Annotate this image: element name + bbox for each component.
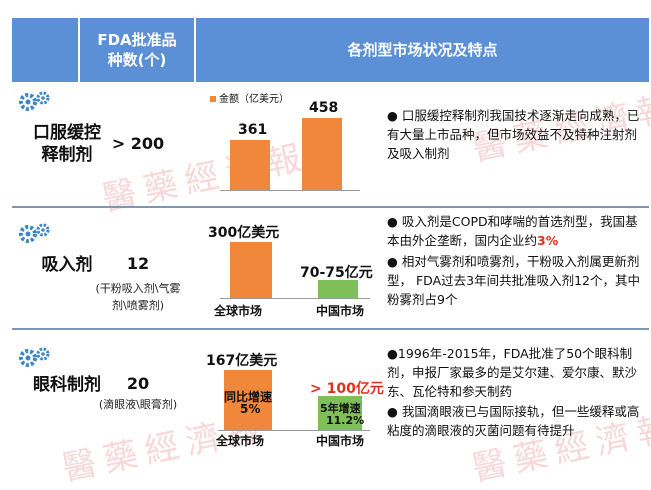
gears-icon [19, 223, 50, 243]
category-title: 吸入剂 [41, 255, 93, 275]
bullet-icon: ● [387, 254, 398, 269]
china-market-label: 中国市场 [316, 304, 365, 318]
global-market-value: 300亿美元 [208, 225, 280, 241]
category-title: 口服缓控 释制剂 [12, 122, 122, 166]
china-market-label: 中国市场 [316, 434, 365, 448]
bullet-icon: ● [387, 214, 398, 229]
gears-icon [19, 347, 50, 367]
gears-icon [19, 91, 50, 111]
row-inhalation: 吸入剂 12 (干粉吸入剂\气雾剂\喷雾剂) 300亿美元 70-75亿元 全球… [12, 206, 649, 328]
bullet-content: 口服缓控释制剂我国技术逐渐走向成熟，已有大量上市品种，但市场效益不及特种注射剂及… [387, 108, 640, 161]
china-growth-label: 5年增速 [320, 402, 361, 415]
global-growth-value: 5% [240, 402, 261, 416]
bar-global-market [230, 242, 272, 298]
bullet-content: 吸入剂是COPD和哮喘的首选剂型，我国基本由外企垄断，国内企业约 [387, 214, 638, 248]
row-oral-sustained-release: 口服缓控 释制剂 > 200 金额（亿美元） 361 458 ● 口服缓控释制剂… [12, 84, 649, 206]
global-market-label: 全球市场 [214, 304, 263, 318]
bullet-icon: ● [387, 346, 398, 361]
bullet-content: 我国滴眼液已与国际接轨，但一些缓释或高粘度的滴眼液的灭菌问题有待提升 [387, 404, 640, 438]
bar-2014 [230, 140, 270, 190]
bar-china-market [318, 280, 358, 298]
share-highlight: 3% [537, 233, 559, 248]
bar-2015 [302, 118, 342, 190]
bullet-text: ● 相对气雾剂和喷雾剂，干粉吸入剂属更新剂型， FDA过去3年间共批准吸入剂12… [387, 252, 645, 309]
bullet-text: ● 口服缓控释制剂我国技术逐渐走向成熟，已有大量上市品种，但市场效益不及特种注射… [387, 106, 645, 163]
bullet-icon: ● [387, 404, 398, 419]
fda-count: 20 [126, 374, 150, 393]
dosage-forms-note: (干粉吸入剂\气雾剂\喷雾剂) [95, 282, 181, 312]
bullet-text: ● 我国滴眼液已与国际接轨，但一些缓释或高粘度的滴眼液的灭菌问题有待提升 [387, 402, 645, 440]
bar-global-market [224, 370, 272, 430]
china-growth-value: 11.2% [326, 414, 365, 427]
chart-axis [220, 298, 370, 299]
category-line: 释制剂 [41, 145, 93, 165]
bar-value-label: 361 [238, 122, 268, 138]
china-market-value: 70-75亿元 [300, 265, 373, 281]
row-divider [12, 206, 649, 208]
chart-axis [218, 430, 370, 431]
fda-count: > 200 [111, 134, 165, 153]
header-market-features: 各剂型市场状况及特点 [196, 18, 649, 82]
row-ophthalmic: 眼科制剂 20 (滴眼液\眼膏剂) 167亿美元 同比增速 5% > 100亿元… [12, 330, 649, 454]
bar-china-market [318, 396, 362, 430]
global-market-label: 全球市场 [216, 434, 265, 448]
legend-label: 金额（亿美元） [219, 94, 289, 105]
bar-value-label: 458 [309, 100, 339, 116]
fda-count: 12 [126, 254, 150, 273]
row-divider [12, 328, 649, 330]
bullet-content: 1996年-2015年，FDA批准了50个眼科制剂，申报厂家最多的是艾尔建、爱尔… [387, 346, 638, 399]
bullet-content: 相对气雾剂和喷雾剂，干粉吸入剂属更新剂型， FDA过去3年间共批准吸入剂12个，… [387, 254, 640, 307]
table-header: FDA批准品种数(个) 各剂型市场状况及特点 [12, 18, 649, 82]
bullet-icon: ● [387, 108, 398, 123]
bullet-text: ●1996年-2015年，FDA批准了50个眼科制剂，申报厂家最多的是艾尔建、爱… [387, 344, 645, 401]
category-title: 眼科制剂 [33, 375, 101, 395]
global-market-value: 167亿美元 [206, 353, 278, 369]
category-line: 口服缓控 [33, 123, 101, 143]
chart-axis [220, 190, 360, 191]
header-blank-cell [12, 18, 78, 82]
global-growth-label: 同比增速 [224, 390, 273, 404]
header-fda-count: FDA批准品种数(个) [80, 18, 194, 82]
china-market-value: > 100亿元 [310, 381, 384, 397]
dosage-forms-note: (滴眼液\眼膏剂) [98, 398, 178, 411]
bullet-text: ● 吸入剂是COPD和哮喘的首选剂型，我国基本由外企垄断，国内企业约3% [387, 212, 645, 250]
chart-legend: 金额（亿美元） [210, 90, 289, 105]
